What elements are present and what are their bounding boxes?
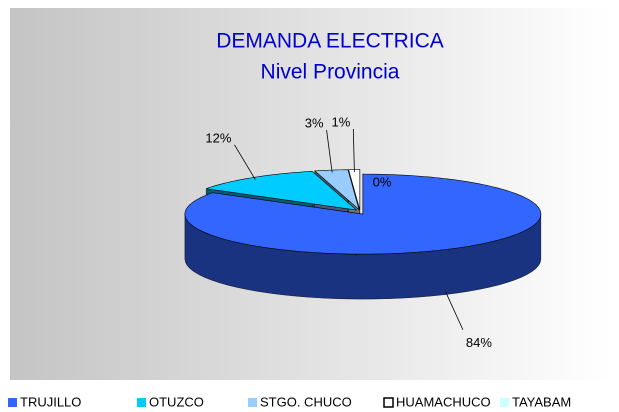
data-label: 0%	[373, 174, 392, 189]
chart-subtitle: Nivel Provincia	[261, 61, 400, 84]
data-label: 1%	[331, 114, 350, 129]
leader-line	[352, 129, 355, 173]
legend-swatch	[8, 398, 17, 407]
legend-label: TRUJILLO	[20, 394, 81, 409]
slice	[184, 173, 542, 255]
legend-swatch	[248, 398, 257, 407]
leader-line	[326, 129, 333, 173]
slice	[206, 171, 358, 211]
data-label: 84%	[466, 335, 492, 350]
legend-swatch	[500, 398, 509, 407]
data-label: 3%	[305, 115, 324, 130]
legend-label: STGO. CHUCO	[260, 394, 352, 409]
legend-label: TAYABAM	[512, 394, 571, 409]
leader-line	[445, 291, 464, 330]
leader-line	[234, 144, 256, 180]
chart-title: DEMANDA ELECTRICA	[216, 30, 444, 53]
legend-swatch	[383, 397, 394, 408]
slice	[314, 169, 360, 211]
legend-label: HUAMACHUCO	[396, 394, 491, 409]
data-label: 12%	[205, 130, 231, 145]
legend-swatch	[137, 398, 146, 407]
legend-label: OTUZCO	[149, 394, 204, 409]
